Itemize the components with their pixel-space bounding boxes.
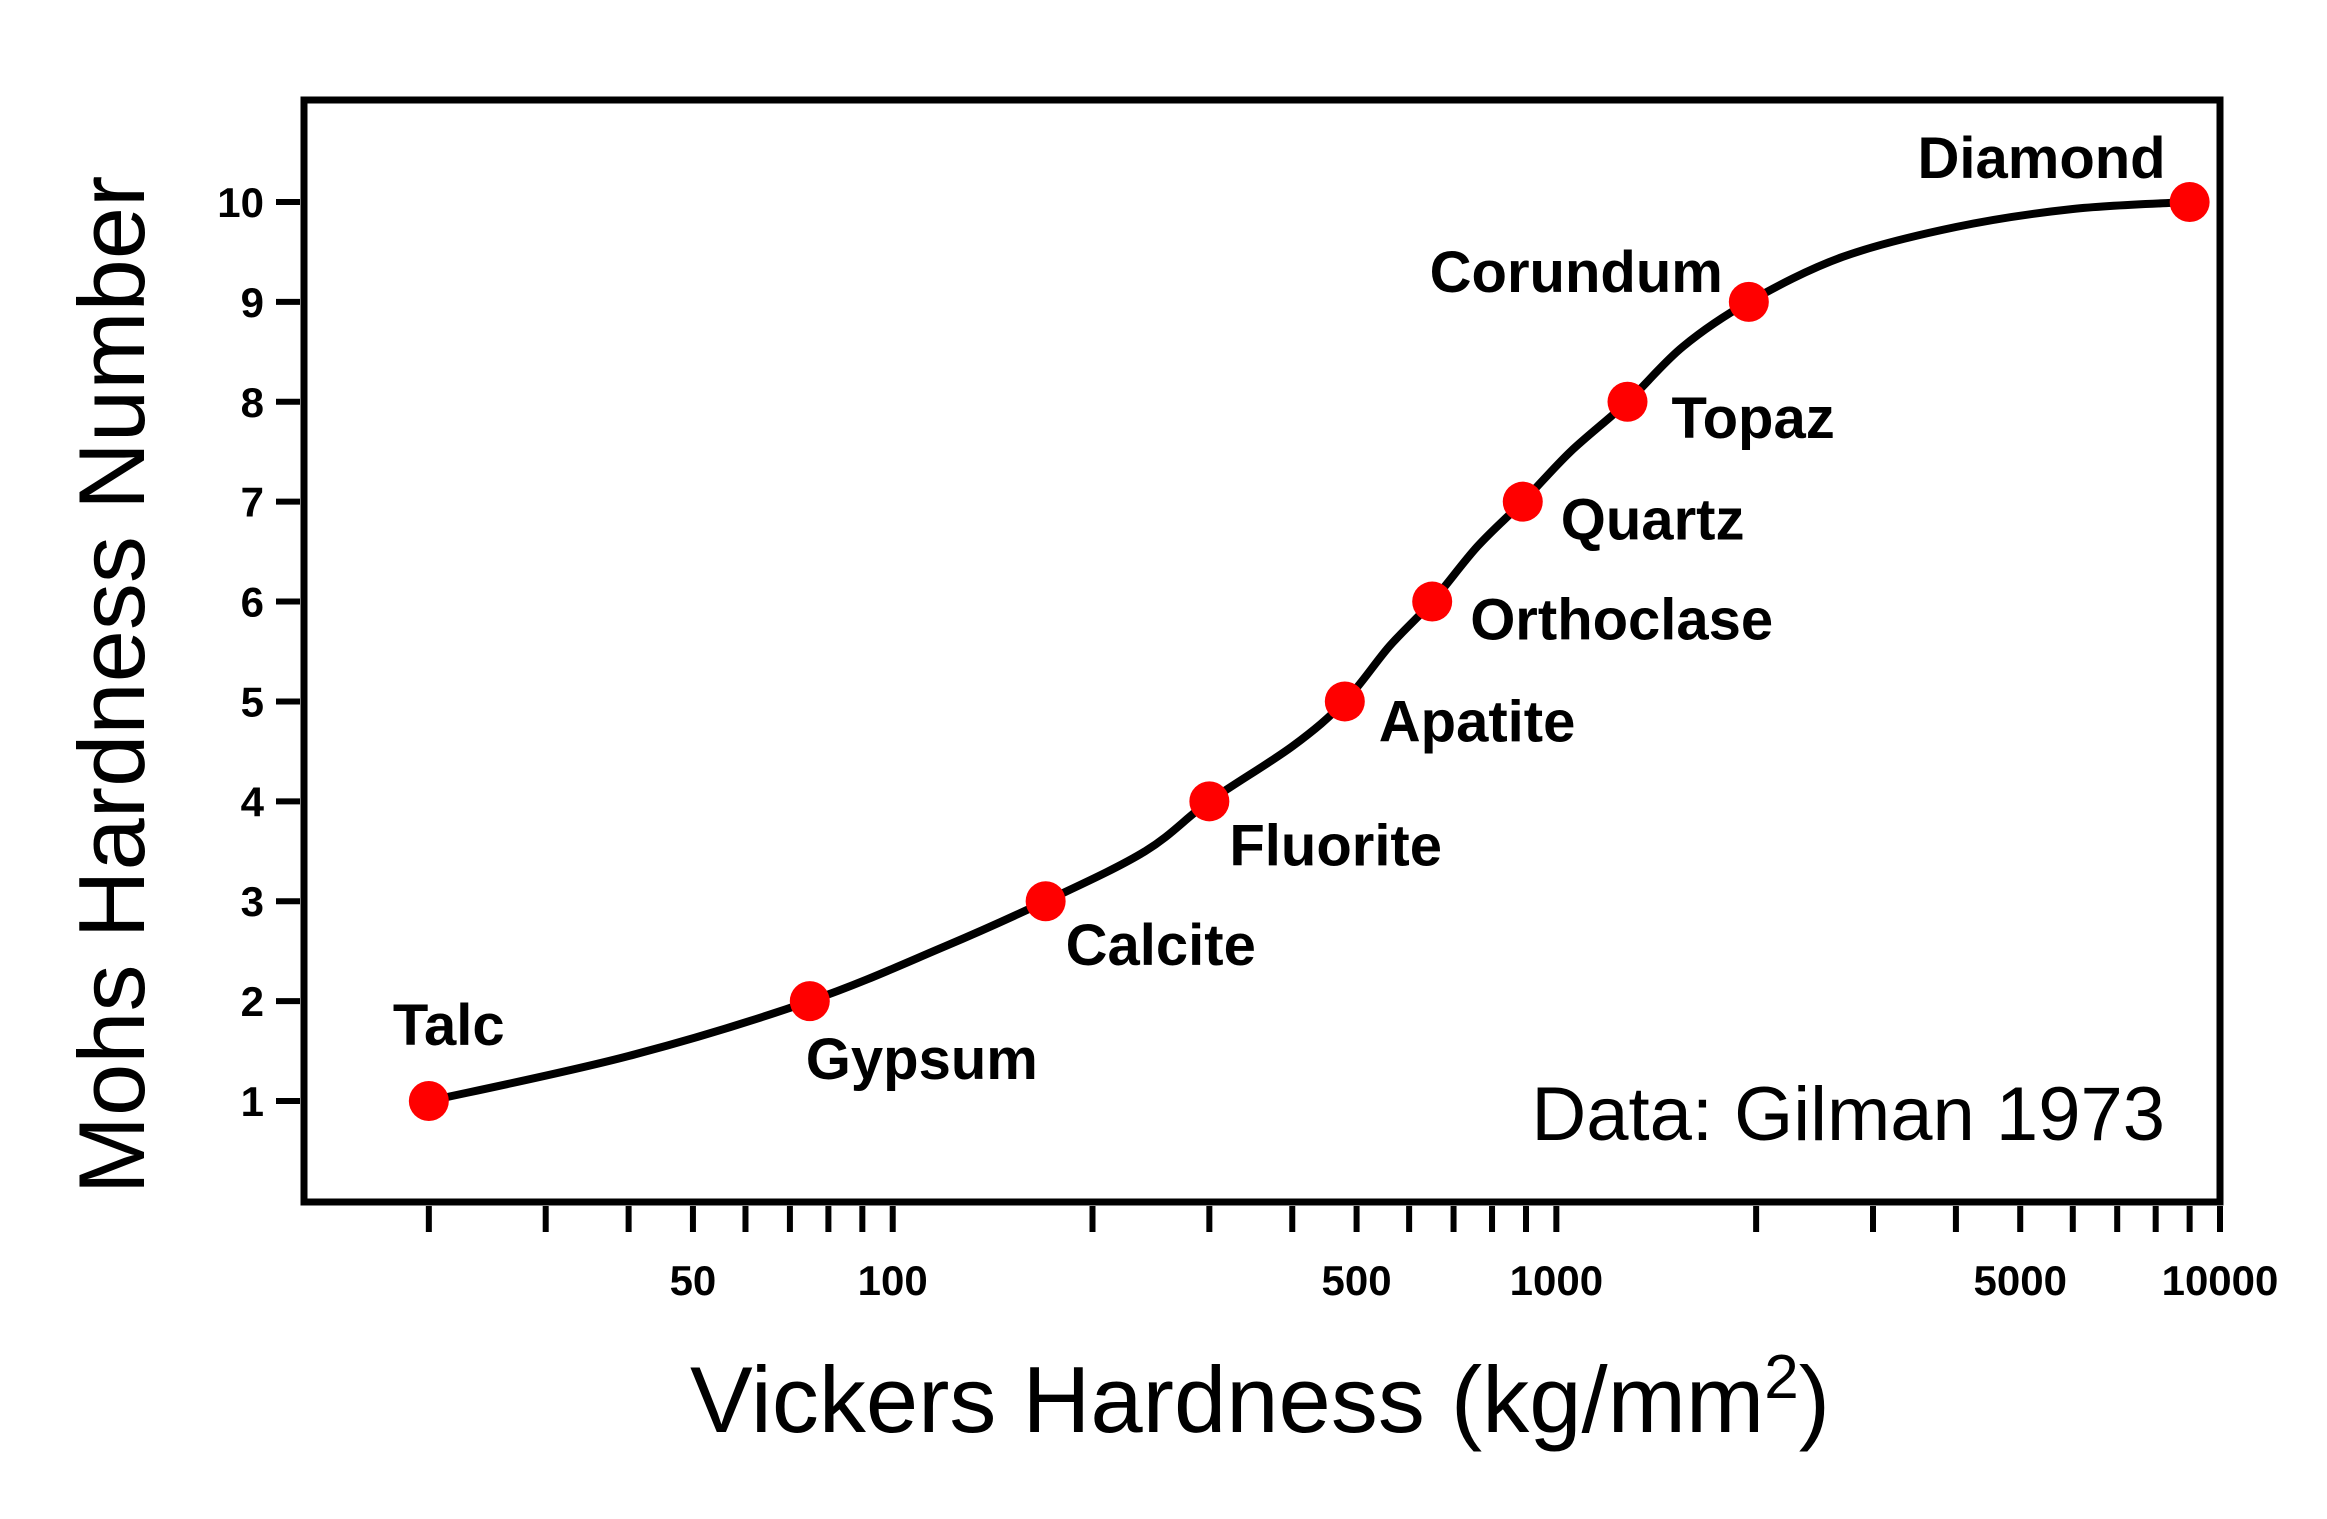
data-source-annotation: Data: Gilman 1973 xyxy=(1531,1072,2165,1157)
point-label-topaz: Topaz xyxy=(1672,386,1835,451)
y-tick-label: 7 xyxy=(241,479,264,526)
y-tick-label: 9 xyxy=(241,279,264,326)
data-point-calcite xyxy=(1025,881,1066,922)
point-label-talc: Talc xyxy=(393,993,505,1058)
plot-frame xyxy=(300,96,2224,1206)
point-label-calcite: Calcite xyxy=(1066,913,1256,978)
data-point-fluorite xyxy=(1189,781,1230,822)
y-tick-label: 3 xyxy=(241,878,264,925)
y-tick-label: 5 xyxy=(241,678,264,725)
y-tick-label: 8 xyxy=(241,379,264,426)
y-axis-ticks: 1 2 3 4 5 6 7 8 9 10 xyxy=(217,179,300,1125)
data-point-talc xyxy=(408,1081,449,1121)
x-axis-title-superscript: 2 xyxy=(1764,1343,1798,1412)
point-label-corundum: Corundum xyxy=(1430,240,1723,305)
x-tick-label: 5000 xyxy=(1974,1257,2067,1304)
point-label-diamond: Diamond xyxy=(1918,126,2166,191)
y-axis-title: Mohs Hardness Number xyxy=(59,176,164,1195)
x-tick-label: 50 xyxy=(670,1257,717,1304)
x-tick-label: 100 xyxy=(858,1257,928,1304)
data-point-orthoclase xyxy=(1412,581,1453,622)
data-points: Talc Gypsum Calcite Fluorite Apatite Orthocla… xyxy=(393,126,2210,1121)
y-tick-label: 6 xyxy=(241,579,264,626)
point-label-orthoclase: Orthoclase xyxy=(1470,588,1773,653)
x-tick-label: 10000 xyxy=(2162,1257,2279,1304)
data-point-diamond xyxy=(2169,182,2210,222)
data-point-topaz xyxy=(1607,381,1648,422)
x-axis-title-main: Vickers Hardness (kg/mm xyxy=(690,1347,1764,1452)
trend-curve xyxy=(424,198,2194,1105)
y-tick-label: 10 xyxy=(217,179,264,226)
x-axis-title-end: ) xyxy=(1799,1347,1830,1452)
data-point-gypsum xyxy=(789,981,830,1022)
x-tick-label: 500 xyxy=(1322,1257,1392,1304)
data-point-quartz xyxy=(1502,481,1543,522)
data-point-apatite xyxy=(1324,681,1365,722)
point-label-quartz: Quartz xyxy=(1561,488,1745,553)
y-tick-label: 2 xyxy=(241,978,264,1025)
point-label-fluorite: Fluorite xyxy=(1229,813,1442,878)
x-axis-ticks: 50 100 500 1000 5000 10000 xyxy=(425,1206,2279,1304)
x-tick-label: 1000 xyxy=(1510,1257,1603,1304)
data-point-corundum xyxy=(1728,281,1769,322)
point-label-gypsum: Gypsum xyxy=(806,1027,1038,1092)
point-label-apatite: Apatite xyxy=(1379,689,1576,754)
x-axis-title: Vickers Hardness (kg/mm2) xyxy=(690,1343,1830,1452)
y-tick-label: 1 xyxy=(241,1078,264,1125)
y-tick-label: 4 xyxy=(241,778,265,825)
